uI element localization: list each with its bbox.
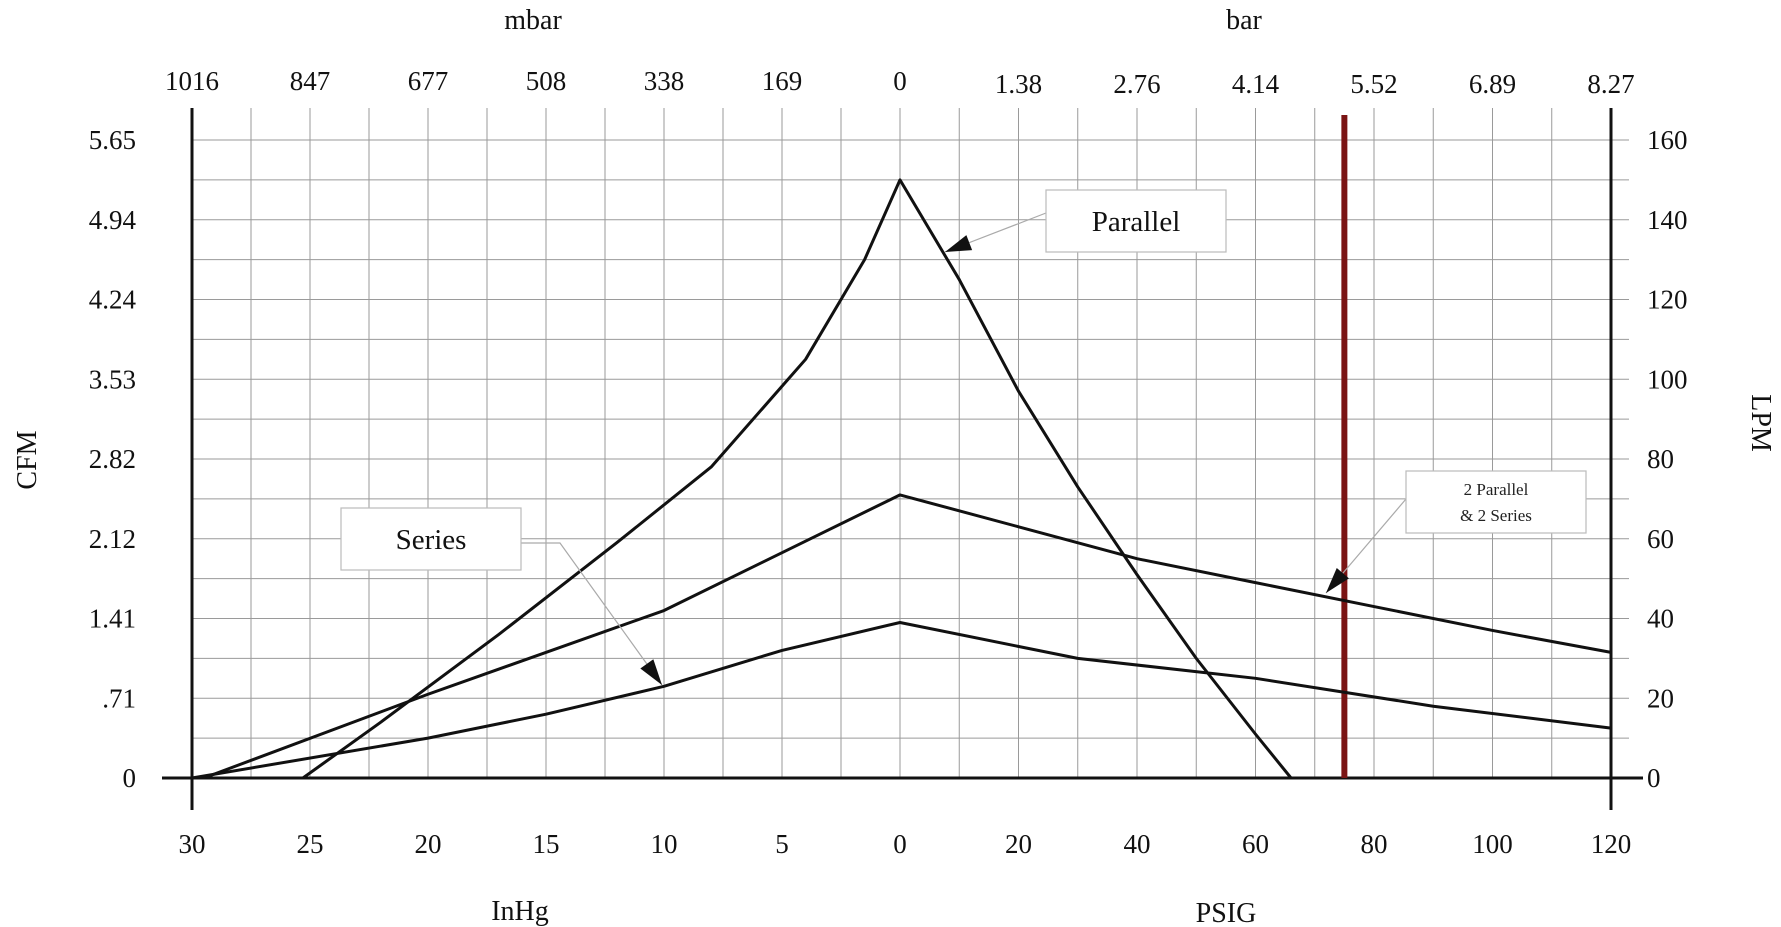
- x-bottom-tick-label: 80: [1361, 829, 1388, 859]
- y-left-tick-label: .71: [102, 683, 136, 713]
- x-top-tick-label: 5.52: [1350, 69, 1397, 99]
- y-left-tick-label: 2.12: [89, 524, 136, 554]
- x-top-left-label: mbar: [504, 5, 562, 36]
- y-right-tick-label: 40: [1647, 604, 1674, 634]
- y-left-tick-label: 1.41: [89, 604, 136, 634]
- x-top-tick-label: 338: [644, 66, 685, 96]
- x-top-tick-label: 677: [408, 66, 449, 96]
- y-left-tick-label: 4.24: [89, 285, 137, 315]
- x-bottom-tick-label: 0: [893, 829, 907, 859]
- y-right-tick-label: 140: [1647, 205, 1688, 235]
- callout-label: Parallel: [1092, 206, 1181, 238]
- callout-label: Series: [396, 524, 467, 556]
- y-right-tick-label: 20: [1647, 683, 1674, 713]
- x-bottom-right-label: PSIG: [1196, 898, 1257, 927]
- callout-arrowhead: [1326, 568, 1349, 593]
- series-line: [203, 493, 1612, 780]
- callout-box: [1045, 189, 1227, 253]
- x-top-tick-label: 1016: [165, 66, 219, 96]
- x-top-tick-label: 847: [290, 66, 331, 96]
- callout-label: & 2 Series: [1460, 506, 1532, 525]
- y-right-tick-label: 80: [1647, 444, 1674, 474]
- x-bottom-tick-label: 10: [651, 829, 678, 859]
- series-lines: [191, 178, 1612, 780]
- x-top-tick-label: 6.89: [1469, 69, 1516, 99]
- y-left-tick-label: 3.53: [89, 364, 136, 394]
- x-top-tick-label: 4.14: [1232, 69, 1280, 99]
- x-top-tick-label: 0: [893, 66, 907, 96]
- y-right-tick-label: 0: [1647, 763, 1661, 793]
- y-right-tick-label: 160: [1647, 125, 1688, 155]
- x-bottom-tick-label: 40: [1124, 829, 1151, 859]
- callout-arrowhead: [945, 235, 973, 252]
- callouts: Parallel Series 2 Parallel & 2 Series: [340, 189, 1587, 686]
- series-line: [302, 178, 1293, 780]
- x-top-tick-label: 2.76: [1113, 69, 1160, 99]
- x-top-tick-label: 8.27: [1587, 69, 1634, 99]
- x-bottom-tick-label: 25: [297, 829, 324, 859]
- y-left-tick-label: 5.65: [89, 125, 136, 155]
- callout-box: [340, 507, 522, 571]
- y-left-tick-label: 4.94: [89, 205, 137, 235]
- grid: [192, 108, 1629, 778]
- callout-label: 2 Parallel: [1464, 480, 1529, 499]
- y-right-tick-label: 60: [1647, 524, 1674, 554]
- x-bottom-tick-label: 100: [1472, 829, 1513, 859]
- x-top-tick-label: 1.38: [995, 69, 1042, 99]
- x-bottom-tick-label: 20: [415, 829, 442, 859]
- callout-box: [1405, 470, 1587, 534]
- callout-arrowhead: [640, 659, 662, 685]
- x-top-tick-label: 169: [762, 66, 803, 96]
- x-top-tick-label: 508: [526, 66, 567, 96]
- y-right-label: LPM: [1745, 394, 1776, 452]
- x-bottom-tick-label: 60: [1242, 829, 1269, 859]
- x-top-right-label: bar: [1226, 5, 1262, 36]
- y-left-label: CFM: [12, 430, 43, 489]
- x-bottom-left-label: InHg: [491, 896, 549, 927]
- x-bottom-tick-label: 30: [179, 829, 206, 859]
- y-right-tick-label: 100: [1647, 364, 1688, 394]
- x-bottom-tick-label: 5: [775, 829, 789, 859]
- y-left-tick-label: 0: [123, 763, 137, 793]
- x-bottom-tick-label: 15: [533, 829, 560, 859]
- axis-titles: mbar bar InHg PSIG CFM LPM: [12, 5, 1776, 927]
- x-bottom-tick-label: 120: [1591, 829, 1632, 859]
- tick-labels: 30 25 20 15 10 5 0 20 40 60 80 100 120 1016 847 677 508 3…: [89, 66, 1688, 859]
- series-line: [191, 620, 1612, 780]
- y-left-tick-label: 2.82: [89, 444, 136, 474]
- x-bottom-tick-label: 20: [1005, 829, 1032, 859]
- axes: [162, 108, 1643, 810]
- y-right-tick-label: 120: [1647, 285, 1688, 315]
